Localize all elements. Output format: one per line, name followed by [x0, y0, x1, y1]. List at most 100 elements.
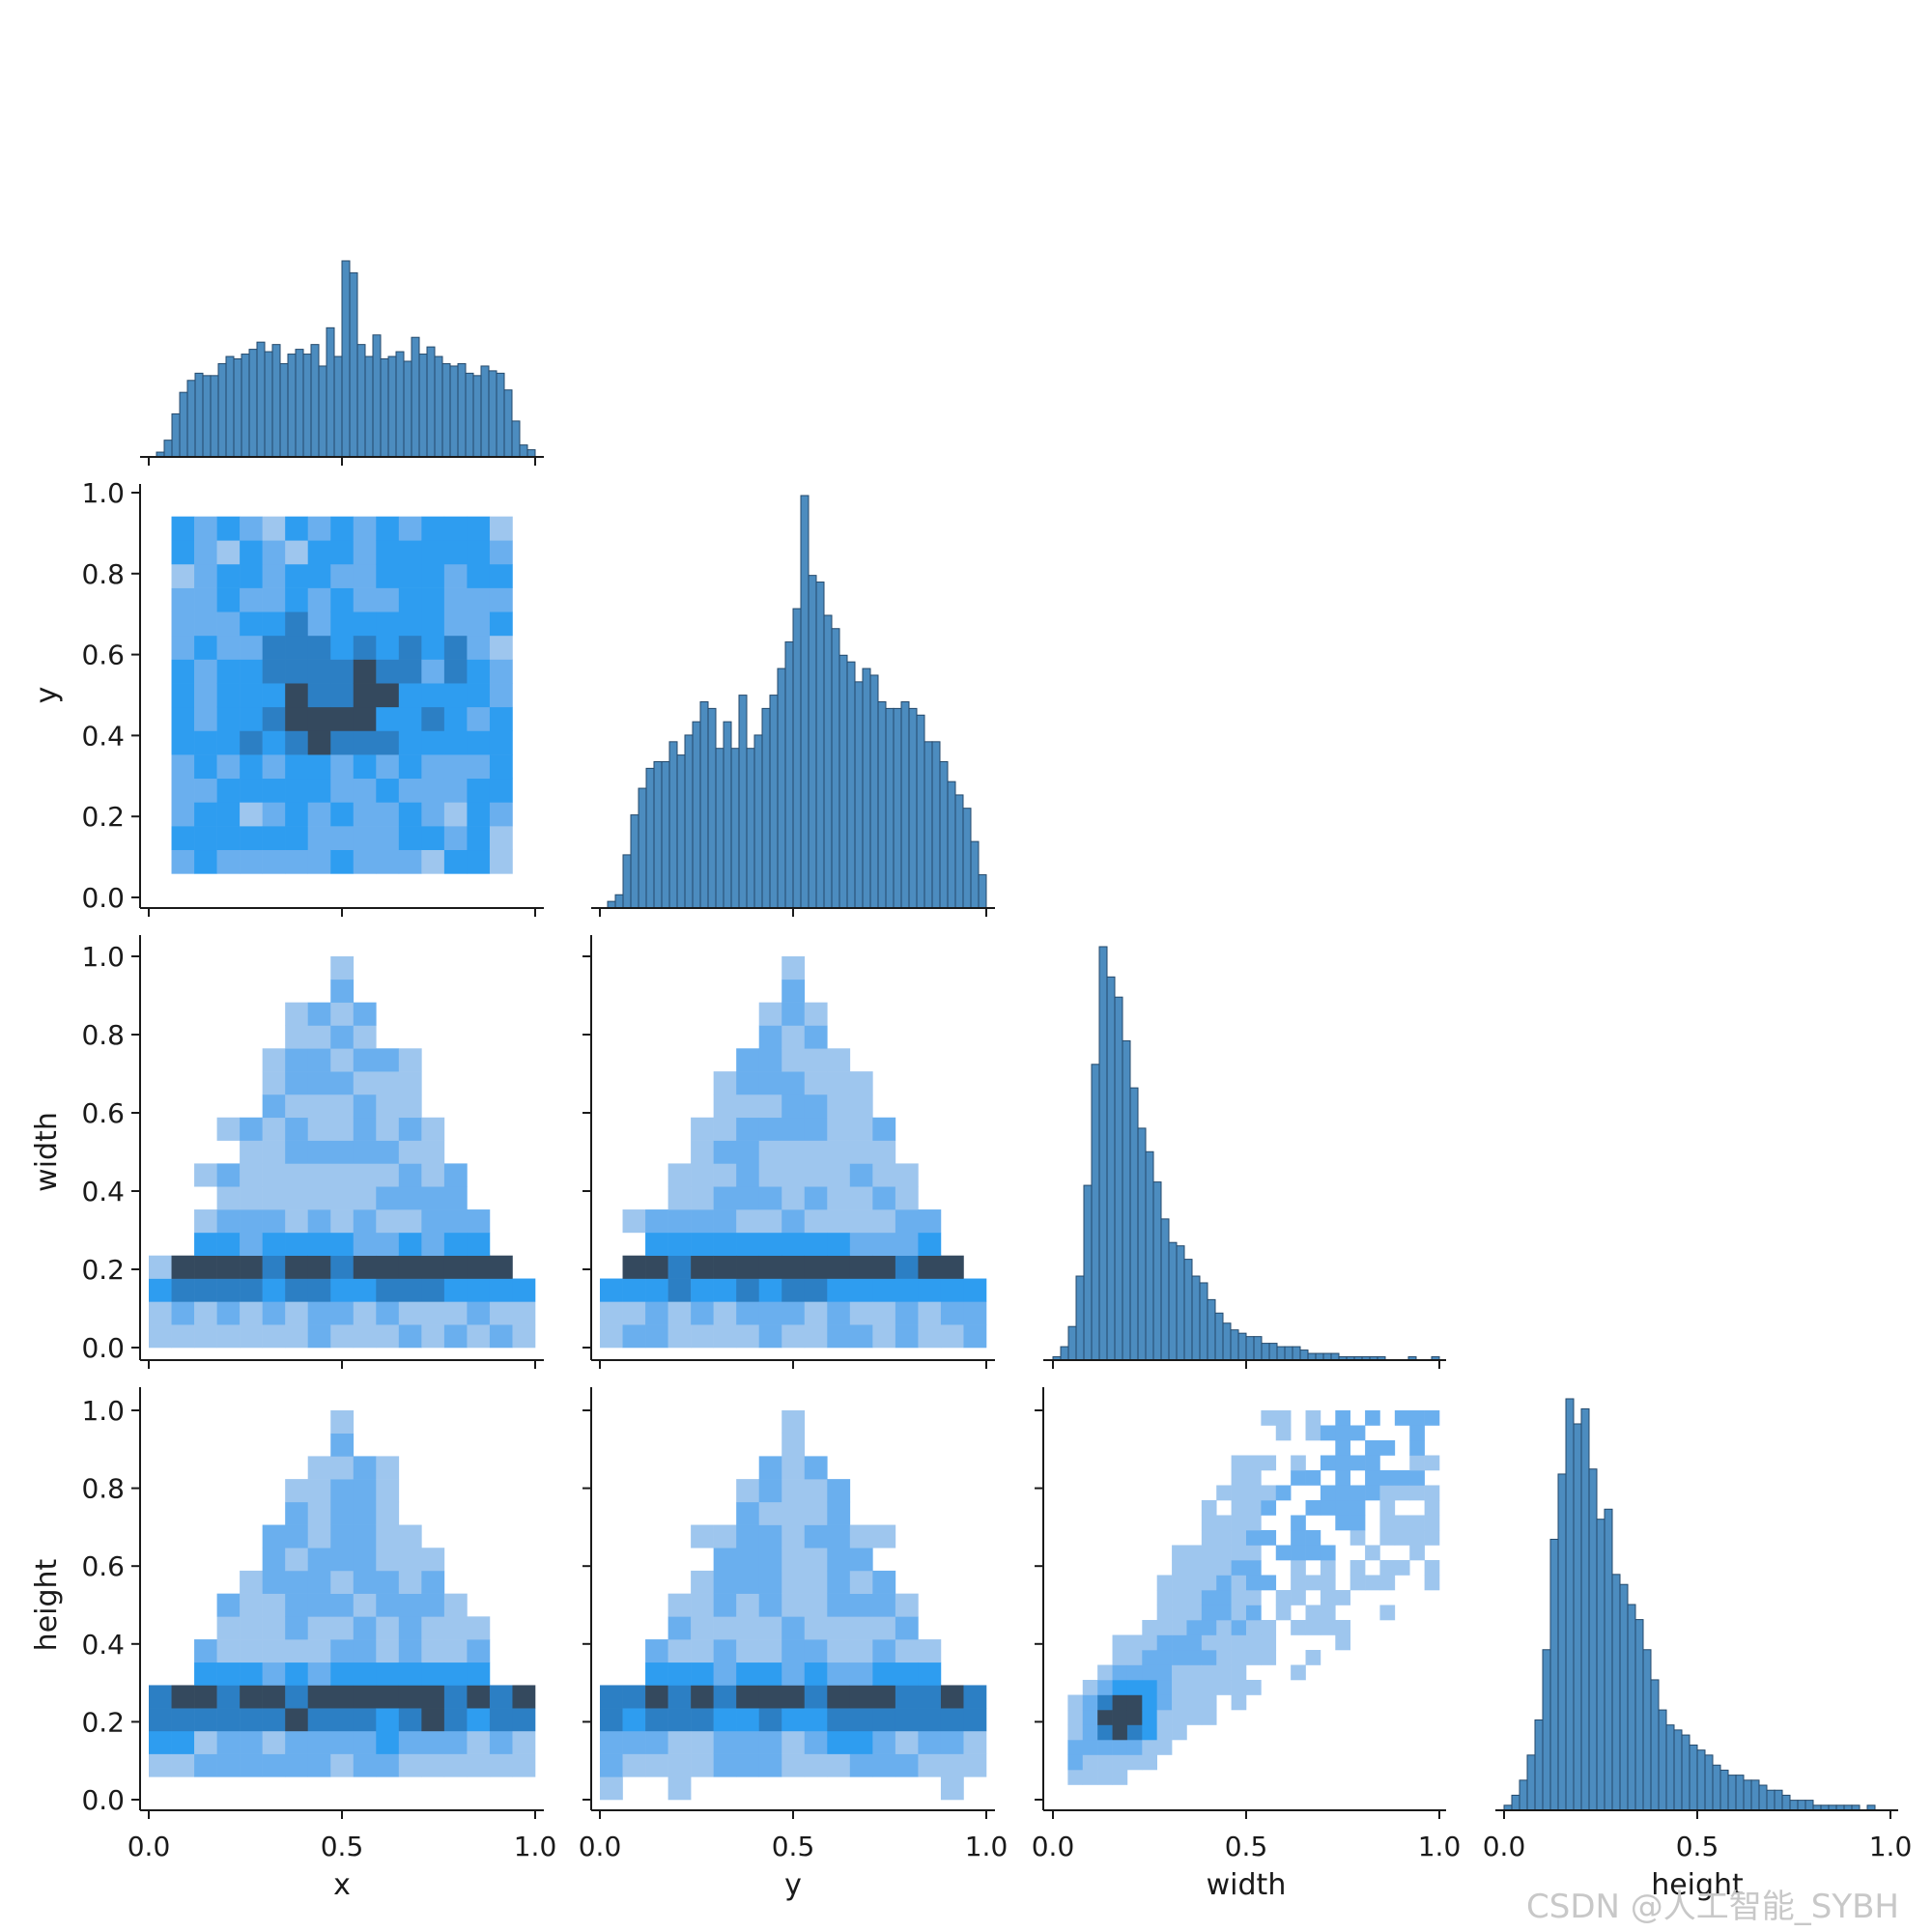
- heat-cell-x-y: [262, 540, 286, 565]
- heat-cell-x-height: [353, 1616, 377, 1640]
- heat-cell-y-height: [827, 1730, 851, 1754]
- heat-cell-x-width: [353, 1278, 377, 1302]
- heat-cell-y-height: [713, 1570, 737, 1594]
- heat-cell-y-height: [827, 1616, 851, 1640]
- heat-cell-x-y: [467, 730, 491, 755]
- heat-cell-width-height: [1156, 1590, 1173, 1605]
- heat-cell-x-y: [194, 683, 217, 708]
- heat-cell-width-height: [1201, 1694, 1217, 1711]
- heat-cell-x-width: [421, 1186, 445, 1210]
- heat-cell-x-height: [285, 1616, 309, 1640]
- heat-cell-x-y: [216, 849, 241, 874]
- heat-cell-x-width: [171, 1324, 195, 1349]
- heat-cell-x-y: [398, 659, 422, 684]
- heat-cell-x-height: [467, 1753, 491, 1777]
- heat-cell-width-height: [1246, 1500, 1262, 1516]
- heat-cell-x-height: [443, 1685, 468, 1709]
- heat-cell-x-height: [512, 1753, 536, 1777]
- heat-cell-x-height: [376, 1730, 400, 1754]
- heat-cell-width-height: [1201, 1664, 1217, 1681]
- heat-cell-y-width: [758, 1140, 782, 1164]
- heat-cell-x-y: [171, 730, 195, 755]
- heat-cell-y-width: [691, 1232, 714, 1256]
- heat-cell-width-height: [1186, 1620, 1203, 1635]
- heat-cell-y-height: [713, 1639, 737, 1663]
- hist-bar-width: [1261, 1343, 1270, 1361]
- heat-cell-y-width: [781, 1163, 806, 1187]
- heat-cell-x-height: [171, 1753, 195, 1777]
- heat-cell-y-width: [872, 1186, 896, 1210]
- heat-cell-x-width: [353, 1002, 377, 1026]
- hist-bar-x: [519, 444, 528, 458]
- heat-cell-x-width: [330, 1094, 355, 1119]
- heat-cell-y-width: [691, 1140, 714, 1164]
- heat-cell-x-y: [240, 516, 263, 541]
- heat-cell-width-height: [1291, 1470, 1306, 1486]
- heat-cell-x-y: [330, 635, 355, 660]
- heat-cell-x-width: [194, 1324, 217, 1349]
- heat-cell-y-width: [781, 1255, 806, 1279]
- heat-cell-width-height: [1216, 1634, 1232, 1651]
- heat-cell-width-height: [1112, 1650, 1128, 1665]
- heat-cell-x-height: [194, 1730, 217, 1754]
- heat-cell-x-width: [376, 1186, 400, 1210]
- heat-cell-x-y: [171, 635, 195, 660]
- heat-cell-y-width: [668, 1301, 692, 1325]
- heat-cell-x-width: [216, 1117, 241, 1141]
- heat-cell-x-y: [443, 730, 468, 755]
- heat-cell-y-height: [736, 1548, 760, 1572]
- heat-cell-width-height: [1231, 1694, 1247, 1711]
- heat-cell-y-height: [758, 1593, 782, 1617]
- y-tick-label: 0.2: [81, 1706, 125, 1738]
- heat-cell-x-y: [240, 683, 263, 708]
- hist-bar-x: [163, 440, 173, 458]
- hist-bar-x: [511, 420, 521, 458]
- heat-cell-width-height: [1320, 1620, 1336, 1635]
- heat-cell-x-width: [443, 1163, 468, 1187]
- heat-cell-width-height: [1379, 1560, 1396, 1576]
- heat-cell-width-height: [1261, 1530, 1277, 1546]
- heat-cell-x-y: [216, 611, 241, 637]
- heat-cell-x-height: [149, 1685, 172, 1709]
- heat-cell-x-width: [285, 1186, 309, 1210]
- hist-bar-y: [838, 654, 848, 909]
- heat-cell-width-height: [1320, 1500, 1336, 1516]
- heat-cell-x-y: [398, 611, 422, 637]
- heat-cell-x-width: [353, 1324, 377, 1349]
- hist-bar-x: [496, 372, 505, 458]
- heat-cell-width-height: [1305, 1470, 1321, 1486]
- hist-bar-height: [1526, 1754, 1536, 1811]
- hist-bar-y: [707, 707, 717, 909]
- heat-cell-x-width: [421, 1324, 445, 1349]
- heat-cell-x-height: [307, 1501, 331, 1525]
- heat-cell-x-height: [149, 1753, 172, 1777]
- hist-bar-width: [1083, 1184, 1093, 1361]
- heat-cell-y-width: [691, 1301, 714, 1325]
- heat-cell-y-width: [781, 1232, 806, 1256]
- heat-cell-x-width: [307, 1140, 331, 1164]
- heat-cell-y-height: [872, 1753, 896, 1777]
- heat-cell-x-y: [443, 635, 468, 660]
- heat-cell-x-y: [262, 754, 286, 780]
- heat-cell-width-height: [1156, 1724, 1173, 1741]
- hist-bar-width: [1315, 1352, 1324, 1361]
- heat-cell-y-height: [827, 1685, 851, 1709]
- heat-cell-x-height: [330, 1456, 355, 1480]
- heat-cell-x-y: [443, 754, 468, 780]
- hist-bar-x: [333, 355, 343, 458]
- hist-bar-y: [908, 707, 918, 909]
- hist-bar-y: [630, 814, 639, 909]
- heat-cell-x-y: [421, 849, 445, 874]
- heat-cell-x-y: [398, 587, 422, 612]
- heat-cell-y-height: [713, 1753, 737, 1777]
- heat-cell-x-y: [285, 516, 309, 541]
- heat-cell-x-height: [240, 1662, 263, 1686]
- heat-cell-y-height: [849, 1548, 873, 1572]
- heat-cell-x-height: [330, 1410, 355, 1435]
- heat-cell-y-width: [668, 1186, 692, 1210]
- heat-cell-x-height: [307, 1639, 331, 1663]
- heat-cell-x-height: [307, 1548, 331, 1572]
- heat-cell-width-height: [1156, 1575, 1173, 1591]
- heat-cell-width-height: [1201, 1560, 1217, 1576]
- hist-bar-y: [607, 900, 616, 909]
